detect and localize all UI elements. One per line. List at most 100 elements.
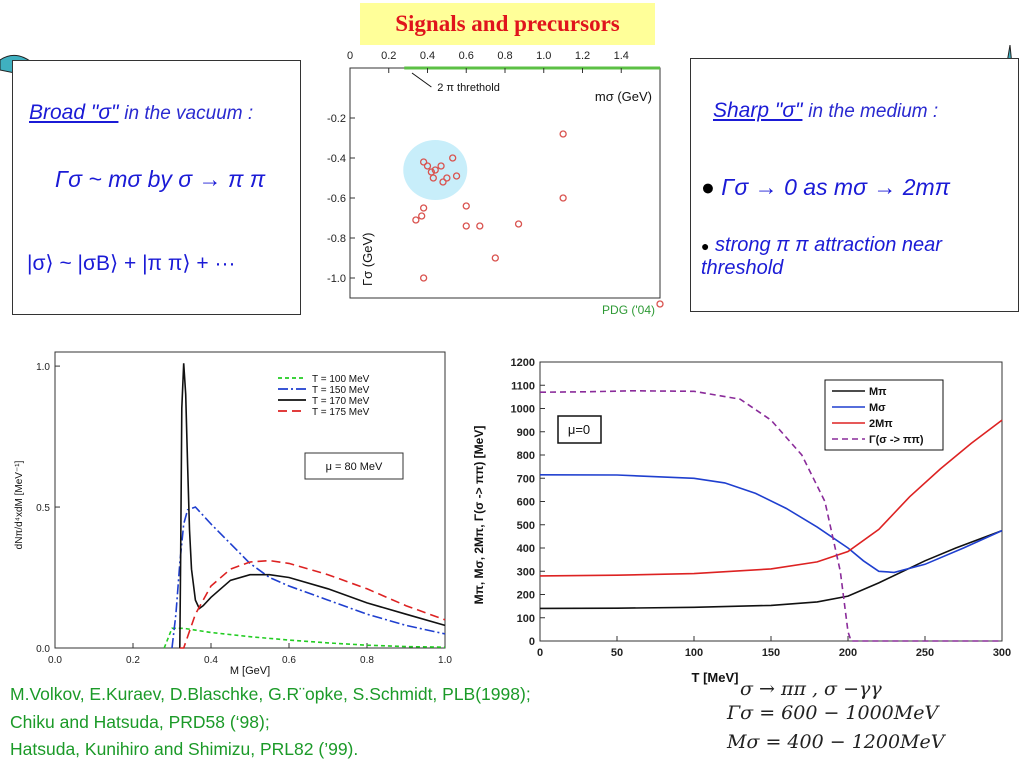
legend-label: T = 175 MeV — [312, 407, 370, 418]
data-point — [437, 162, 445, 170]
annotation-label: μ=0 — [568, 422, 590, 437]
data-point — [559, 130, 567, 138]
data-point — [476, 222, 484, 230]
annotation-label: μ = 80 MeV — [326, 461, 383, 473]
medium-heading-sigma: Sharp "σ" — [713, 99, 803, 122]
series-line-1 — [171, 506, 446, 649]
y-tick-label: -0.2 — [327, 113, 346, 125]
data-point — [423, 162, 432, 170]
x-tick-label: 0.2 — [381, 50, 396, 62]
y-tick-label: 200 — [517, 590, 535, 602]
series-line-0 — [539, 529, 1003, 610]
y-tick-label: -0.8 — [327, 233, 346, 245]
vacuum-state-expansion: |σ⟩ ~ |σB⟩ + |π π⟩ + ··· — [27, 252, 236, 275]
series-line-3 — [179, 559, 446, 649]
legend-label: T = 150 MeV — [312, 385, 370, 396]
x-tick-label: 0.8 — [497, 50, 512, 62]
x-tick-label: 0.6 — [459, 50, 474, 62]
medium-notes-box: Sharp "σ" in the medium : ● Γσ → 0 as mσ… — [690, 58, 1019, 312]
data-point — [514, 220, 523, 228]
bullet-icon: ● — [701, 174, 715, 200]
vacuum-notes-box: Broad "σ" in the vacuum : Γσ ~ mσ by σ →… — [12, 60, 301, 315]
threshold-label: 2 π threthold — [437, 82, 500, 94]
y-tick-label: 400 — [517, 543, 535, 555]
y-tick-label: 100 — [517, 613, 535, 625]
y-tick-label: 1000 — [511, 404, 535, 416]
slide-title: Signals and precursors — [360, 3, 655, 45]
legend-label: Mπ — [869, 386, 887, 398]
y-tick-label: 700 — [517, 473, 535, 485]
legend-label: T = 100 MeV — [312, 374, 370, 385]
series-line-0 — [163, 627, 446, 649]
y-tick-label: 600 — [517, 497, 535, 509]
x-tick-label: 300 — [993, 647, 1011, 659]
data-point — [419, 158, 428, 166]
y-tick-label: -0.4 — [327, 153, 346, 165]
y-tick-label: 0.5 — [36, 503, 50, 514]
references: M.Volkov, E.Kuraev, D.Blaschke, G.R¨opke… — [10, 681, 531, 764]
x-tick-label: 0.0 — [48, 655, 62, 666]
annotation-box — [304, 452, 404, 480]
y-tick-label: -1.0 — [327, 273, 346, 285]
x-tick-label: 150 — [762, 647, 780, 659]
data-point — [419, 204, 428, 212]
y-axis-label: dNπ/d⁴xdM [MeV⁻¹] — [14, 460, 25, 549]
x-axis-label: mσ (GeV) — [595, 89, 652, 104]
x-tick-label: 1.4 — [614, 50, 629, 62]
data-point — [439, 178, 447, 186]
data-point — [491, 254, 499, 262]
mass-equation: Mσ = 400 − 1200MeV — [727, 731, 945, 753]
y-tick-label: 1200 — [511, 357, 535, 369]
x-tick-label: 0.4 — [420, 50, 435, 62]
reference-2[interactable]: Chiku and Hatsuda, PRD58 (‘98); — [10, 711, 270, 732]
data-point — [462, 222, 470, 230]
vacuum-heading-rest: in the vacuum : — [124, 103, 254, 124]
spectral-yield-chart: 0.0 0.2 0.4 0.6 0.8 1.0 0.0 0.5 1.0 M [GeV] dNπ/d⁴… — [14, 351, 452, 677]
data-point — [452, 172, 461, 180]
x-tick-label: 1.2 — [575, 50, 590, 62]
x-tick-label: 0.4 — [204, 655, 218, 666]
x-tick-label: 1.0 — [536, 50, 551, 62]
medium-attraction-note: strong π π attraction near threshold — [701, 234, 942, 279]
data-point — [656, 300, 664, 308]
medium-width-vanishing: Γσ → 0 as mσ → 2mπ — [721, 174, 951, 200]
plot-frame — [54, 351, 446, 649]
y-tick-label: -0.6 — [327, 193, 346, 205]
y-tick-label: 900 — [517, 427, 535, 439]
source-label: PDG ('04) — [602, 303, 655, 317]
y-tick-label: 300 — [517, 566, 535, 578]
legend-label: Γ(σ -> ππ) — [869, 434, 924, 446]
reference-1[interactable]: M.Volkov, E.Kuraev, D.Blaschke, G.R¨opke… — [10, 684, 531, 704]
y-tick-label: 0 — [529, 636, 535, 648]
x-tick-label: 0 — [347, 50, 353, 62]
data-point — [419, 274, 428, 282]
x-tick-label: 250 — [916, 647, 934, 659]
vacuum-width-relation: Γσ ~ mσ by σ → π π — [55, 166, 266, 192]
decay-equation: σ → ππ , σ −γγ — [740, 678, 882, 700]
x-tick-label: 200 — [839, 647, 857, 659]
x-tick-label: 50 — [611, 647, 623, 659]
legend-label: T = 170 MeV — [312, 396, 370, 407]
y-tick-label: 800 — [517, 450, 535, 462]
legend-label: Mσ — [869, 402, 886, 414]
data-point — [418, 212, 426, 220]
annotation-box — [557, 415, 602, 444]
x-axis-label: T [MeV] — [692, 670, 739, 685]
data-point — [429, 174, 437, 182]
x-tick-label: 0 — [537, 647, 543, 659]
legend-label: 2Mπ — [869, 418, 893, 430]
y-tick-label: 0.0 — [36, 644, 50, 655]
mass-vs-temperature-chart: 0 50 100 150 200 250 300 0 100 200 300 400 500 600 700… — [472, 357, 1011, 685]
data-point — [443, 174, 451, 182]
medium-heading-rest: in the medium : — [808, 101, 939, 122]
x-tick-label: 1.0 — [438, 655, 452, 666]
reference-3[interactable]: Hatsuda, Kunihiro and Shimizu, PRL82 (’9… — [10, 739, 359, 759]
data-point — [449, 154, 457, 162]
y-axis-label: Mπ, Mσ, 2Mπ, Γ(σ -> ππ) [MeV] — [472, 426, 486, 605]
x-tick-label: 100 — [685, 647, 703, 659]
sigma-cluster-highlight — [403, 140, 468, 200]
y-tick-label: 1100 — [511, 380, 535, 392]
data-point — [462, 202, 470, 210]
data-point — [431, 166, 439, 174]
x-tick-label: 0.6 — [282, 655, 296, 666]
